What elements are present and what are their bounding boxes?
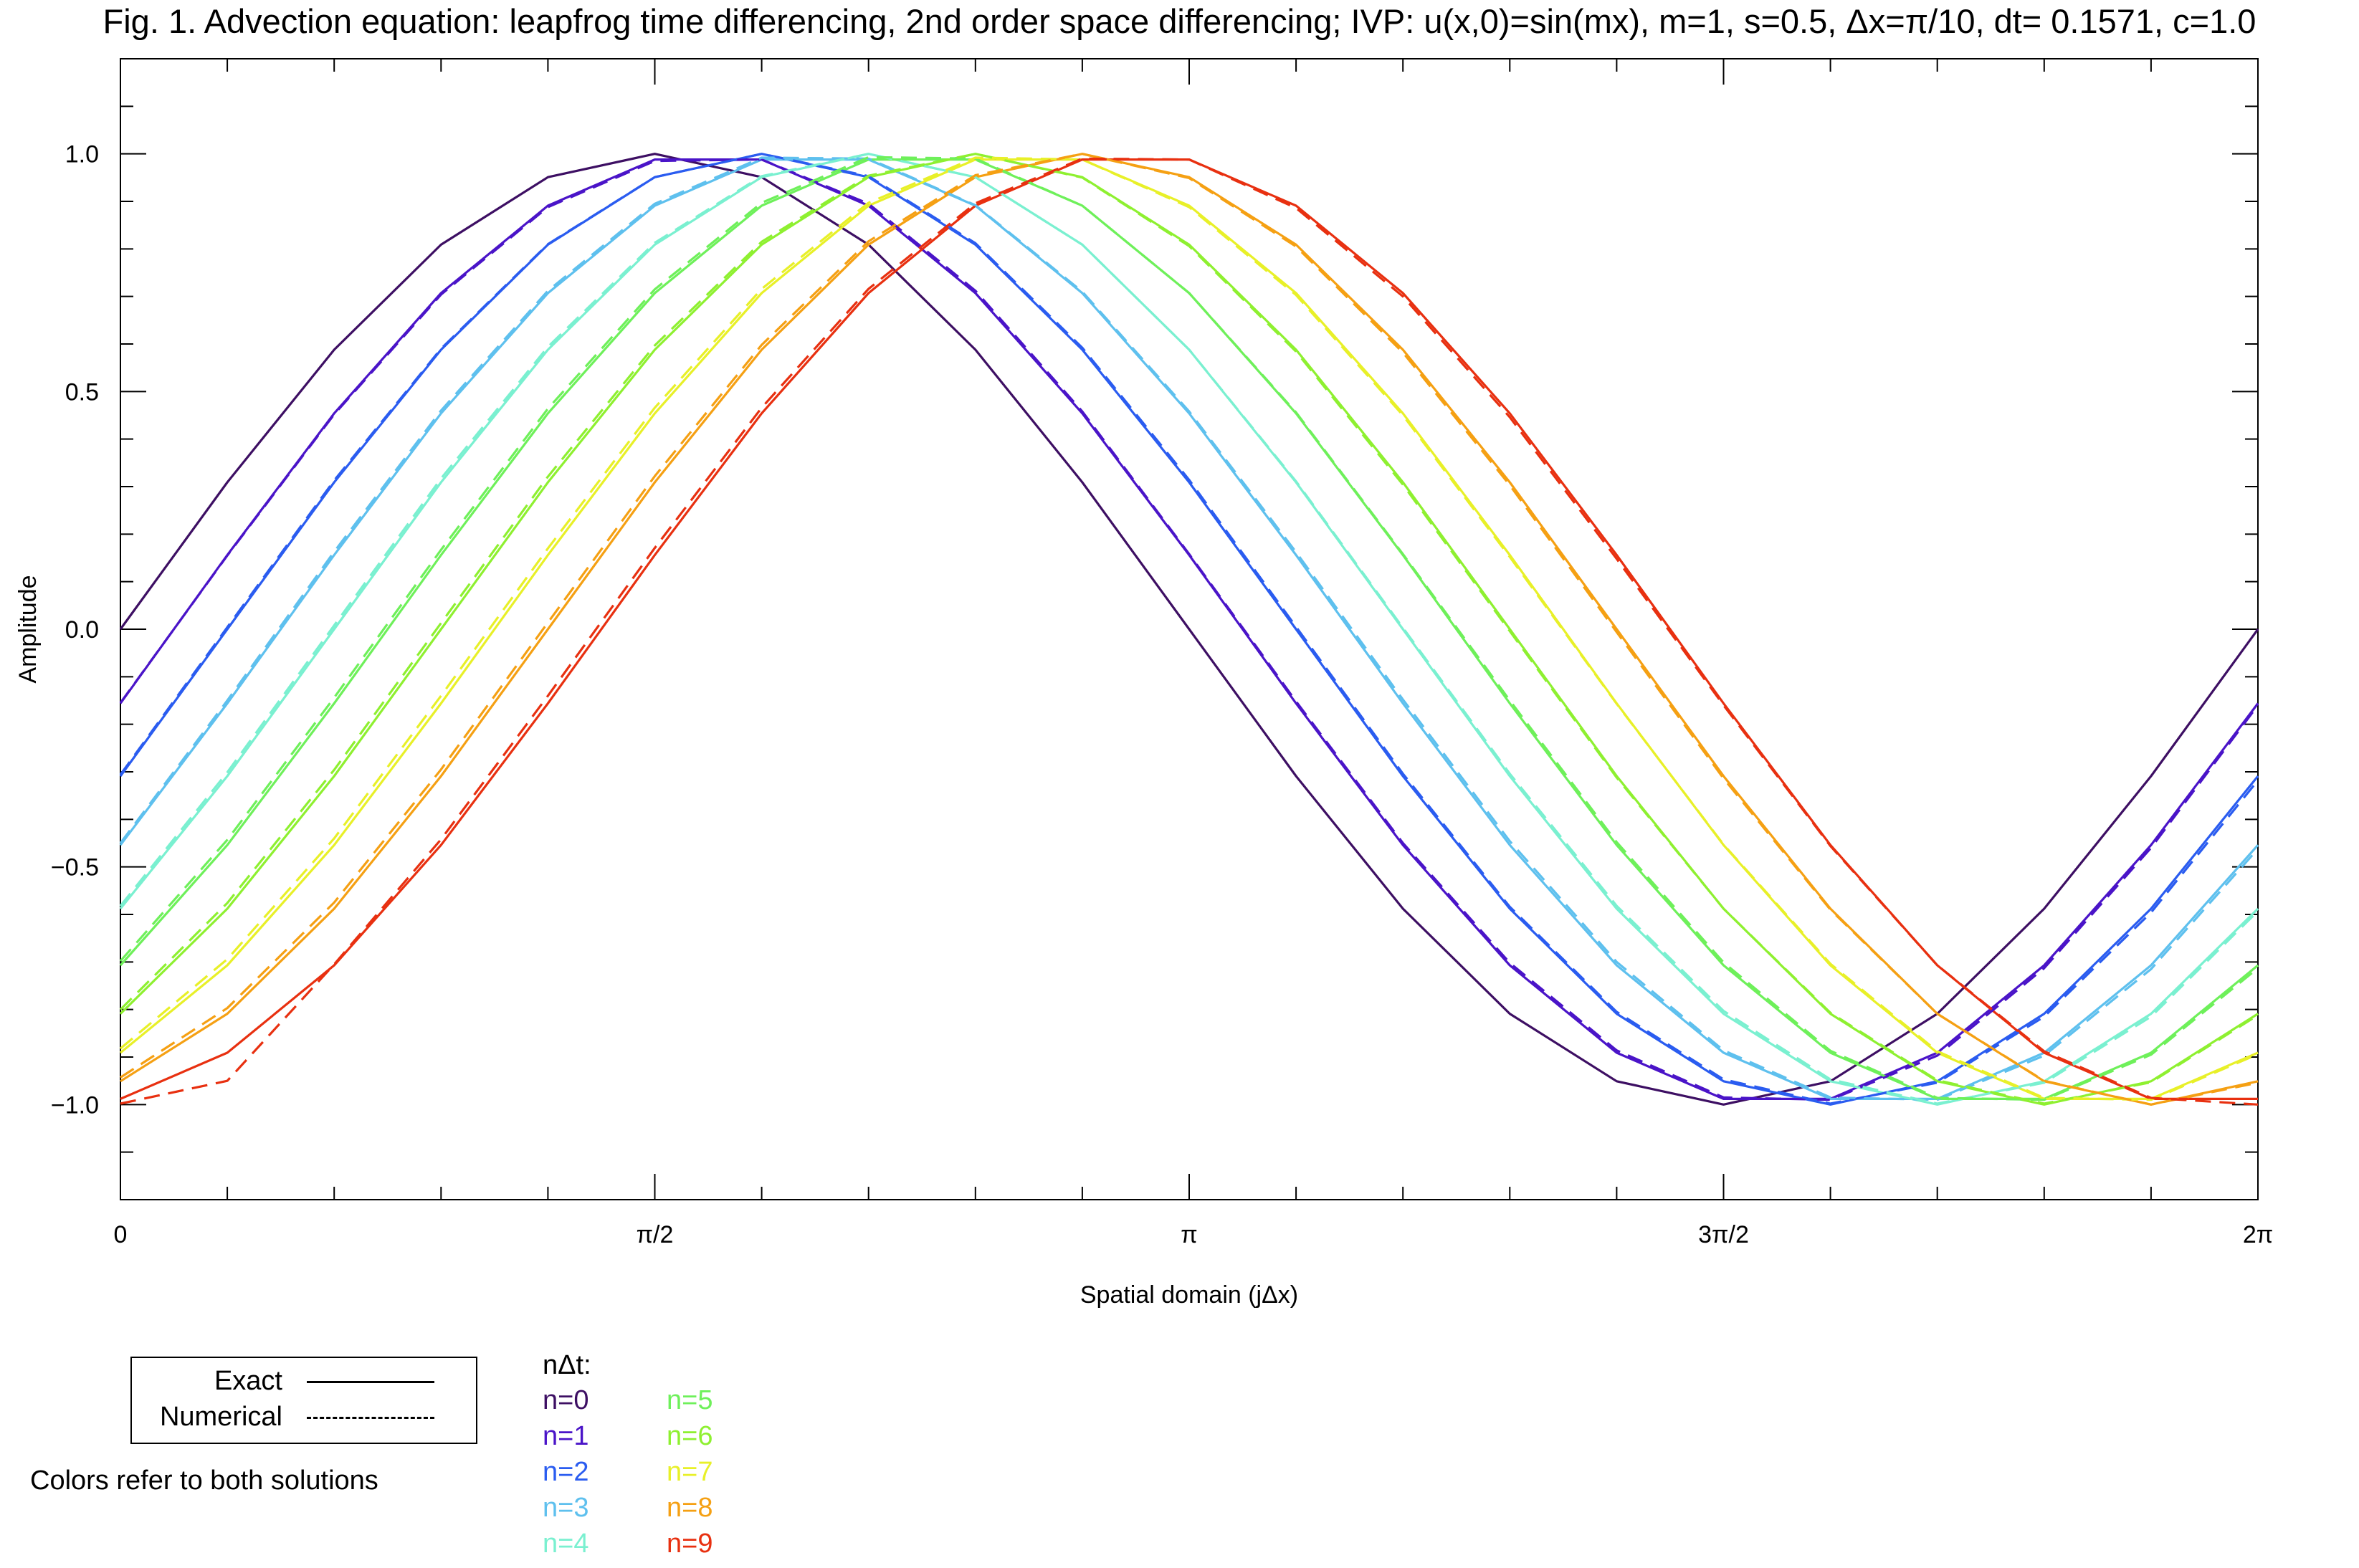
numerical-line-n7: [119, 156, 2259, 1101]
ndt-legend-item-n5: n=5: [667, 1385, 713, 1415]
ndt-legend-item-n7: n=7: [667, 1457, 713, 1487]
ndt-legend-item-n0: n=0: [543, 1385, 589, 1415]
y-tick-label: 1.0: [65, 141, 99, 168]
x-tick-label: 3π/2: [1698, 1221, 1749, 1248]
legend-dashed-line-swatch: [307, 1417, 434, 1419]
ndt-legend-item-n3: n=3: [543, 1493, 589, 1523]
ndt-legend-item-n8: n=8: [667, 1493, 713, 1523]
y-tick-label: −0.5: [51, 854, 99, 881]
numerical-line-n6: [119, 153, 2259, 1105]
numerical-line-n9: [120, 157, 2259, 1106]
numerical-line-n1: [119, 158, 2259, 1101]
numerical-series-group: [119, 153, 2259, 1106]
numerical-line-n5: [119, 156, 2259, 1101]
y-tick-label: −1.0: [51, 1091, 99, 1119]
numerical-line-n4: [119, 153, 2259, 1105]
legend-row-exact: Exact: [132, 1365, 476, 1397]
legend-solid-line-swatch: [307, 1381, 434, 1383]
numerical-line-n3: [119, 156, 2259, 1101]
x-axis-label: Spatial domain (jΔx): [1080, 1281, 1298, 1309]
colors-note: Colors refer to both solutions: [30, 1466, 378, 1496]
exact-line-n0: [119, 153, 2259, 1106]
x-tick-label: π/2: [637, 1221, 674, 1248]
x-tick-label: 0: [114, 1221, 128, 1248]
ndt-legend-item-n1: n=1: [543, 1421, 589, 1451]
legend-numerical-label: Numerical: [159, 1402, 282, 1432]
x-tick-label: 2π: [2243, 1221, 2273, 1248]
ndt-legend-item-n6: n=6: [667, 1421, 713, 1451]
line-style-legend: Exact Numerical: [130, 1357, 477, 1444]
y-tick-label: 0.5: [65, 378, 99, 406]
numerical-line-n8: [120, 153, 2259, 1106]
axis-ticks: [120, 58, 2259, 1200]
ndt-legend-item-n9: n=9: [667, 1529, 713, 1559]
x-tick-label: π: [1181, 1221, 1197, 1248]
ndt-legend-header: nΔt:: [543, 1350, 591, 1380]
figure-title: Fig. 1. Advection equation: leapfrog tim…: [103, 2, 2256, 40]
legend-row-numerical: Numerical: [132, 1401, 476, 1433]
y-tick-label: 0.0: [65, 616, 99, 644]
exact-series-group: [119, 153, 2259, 1106]
legend-exact-label: Exact: [214, 1366, 282, 1396]
y-axis-label: Amplitude: [14, 575, 42, 683]
ndt-legend-item-n4: n=4: [543, 1529, 589, 1559]
ndt-legend-item-n2: n=2: [543, 1457, 589, 1487]
numerical-line-n2: [119, 153, 2259, 1105]
tick-labels: 0 π/2 π 3π/2 2π 1.0 0.5 0.0 −0.5 −1.0: [51, 141, 2273, 1248]
